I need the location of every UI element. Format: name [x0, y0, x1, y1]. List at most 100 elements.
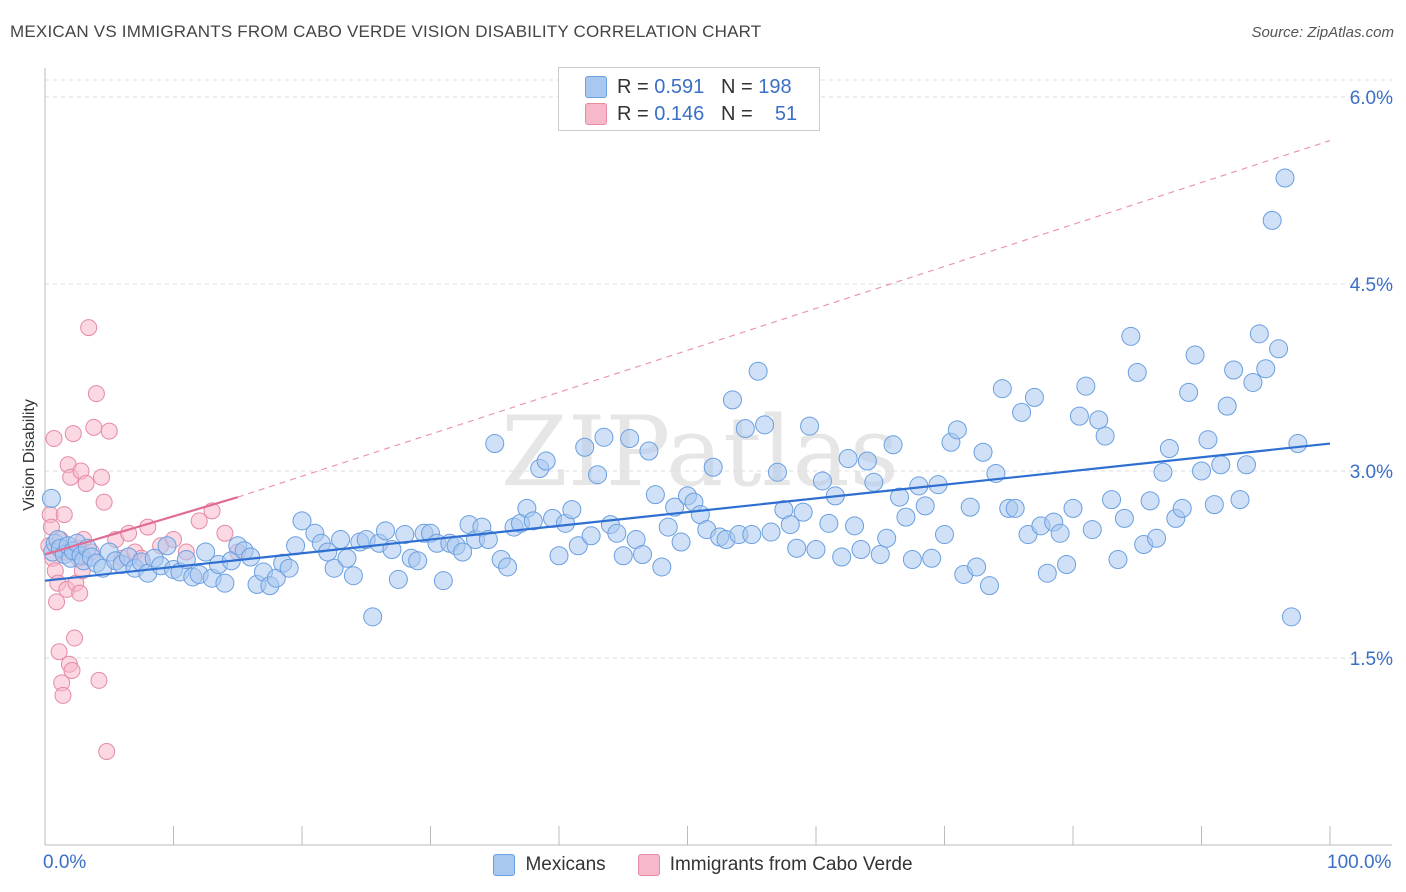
cabo-verde-point: [48, 593, 66, 611]
cabo-verde-point: [55, 506, 73, 524]
mexicans-point: [742, 525, 762, 545]
mexicans-point: [331, 530, 351, 550]
n-label: N =: [720, 102, 753, 125]
mexicans-point: [215, 573, 235, 593]
x-tick-label-max: 100.0%: [1327, 852, 1392, 873]
cabo-verde-point: [54, 686, 72, 704]
mexicans-point: [633, 545, 653, 565]
legend-item-mexicans[interactable]: Mexicans: [493, 854, 606, 876]
series-legend: Mexicans Immigrants from Cabo Verde: [0, 852, 1406, 878]
mexicans-point: [575, 437, 595, 457]
mexicans-point: [395, 525, 415, 545]
mexicans-point: [1127, 362, 1147, 382]
mexicans-point: [478, 530, 498, 550]
mexicans-point: [967, 557, 987, 577]
mexicans-point: [594, 427, 614, 447]
cabo-verde-point: [100, 422, 118, 440]
mexicans-point: [1037, 563, 1057, 583]
mexicans-point: [755, 415, 775, 435]
cabo-verde-point: [85, 418, 103, 436]
r-value: 0.146: [654, 102, 705, 125]
r-label: R =: [617, 75, 649, 98]
mexicans-point: [883, 435, 903, 455]
mexicans-point: [665, 497, 685, 517]
n-value: 51: [774, 102, 798, 125]
chart-title: MEXICAN VS IMMIGRANTS FROM CABO VERDE VI…: [10, 22, 762, 41]
mexicans-point: [896, 507, 916, 527]
mexicans-point: [845, 516, 865, 536]
mexicans-point: [1198, 430, 1218, 450]
mexicans-point: [1121, 326, 1141, 346]
cabo-verde-point: [80, 319, 98, 337]
mexicans-point: [1153, 462, 1173, 482]
mexicans-point: [812, 471, 832, 491]
mexicans-point: [388, 569, 408, 589]
stats-legend: R = 0.591 N = 198 R = 0.146 N = 51: [558, 67, 820, 131]
mexicans-point: [1262, 210, 1282, 230]
n-value: 198: [758, 75, 792, 98]
mexicans-point: [703, 457, 723, 477]
mexicans-point: [1140, 491, 1160, 511]
cabo-verde-point: [98, 742, 116, 760]
mexicans-point: [536, 451, 556, 471]
mexicans-point: [485, 434, 505, 454]
cabo-verde-point: [66, 629, 84, 647]
mexicans-point: [780, 515, 800, 535]
mexicans-point: [960, 497, 980, 517]
legend-label: Mexicans: [525, 854, 606, 875]
mexicans-point: [857, 451, 877, 471]
cabo-verde-point: [87, 385, 105, 403]
mexicans-point: [453, 542, 473, 562]
y-tick-label: 3.0%: [1350, 462, 1393, 483]
mexicans-point: [1256, 359, 1276, 379]
mexicans-point: [864, 472, 884, 492]
mexicans-trend-line: [44, 442, 1331, 582]
cabo-verde-point: [190, 512, 208, 530]
mexicans-point: [343, 566, 363, 586]
mexicans-point: [1114, 508, 1134, 528]
mexicans-point: [890, 487, 910, 507]
mexicans-point: [1159, 439, 1179, 459]
mexicans-point: [671, 532, 691, 552]
mexicans-point: [851, 540, 871, 560]
mexicans-point: [639, 441, 659, 461]
mexicans-point: [761, 522, 781, 542]
mexicans-point: [947, 420, 967, 440]
mexicans-point: [286, 536, 306, 556]
mexicans-point: [1095, 426, 1115, 446]
mexicans-point: [1288, 434, 1308, 454]
mexicans-point: [838, 449, 858, 468]
r-value: 0.591: [654, 75, 705, 98]
mexicans-point: [793, 502, 813, 522]
mexicans-point: [337, 548, 357, 568]
n-label: N =: [720, 75, 753, 98]
mexicans-point: [1275, 168, 1295, 188]
cabo-verde-point: [45, 430, 63, 448]
mexicans-point: [613, 546, 633, 566]
mexicans-point: [1281, 607, 1301, 627]
legend-item-cabo-verde[interactable]: Immigrants from Cabo Verde: [637, 854, 913, 876]
mexicans-point: [935, 525, 954, 545]
mexicans-swatch: [585, 76, 607, 98]
mexicans-point: [722, 390, 742, 410]
mexicans-point: [41, 488, 61, 508]
cabo-verde-legend-swatch: [637, 854, 660, 876]
mexicans-point: [832, 547, 852, 567]
mexicans-point: [1069, 406, 1089, 426]
mexicans-point: [819, 513, 839, 533]
source-label: Source: ZipAtlas.com: [1251, 24, 1394, 41]
mexicans-point: [1217, 396, 1237, 416]
x-tick-label-min: 0.0%: [43, 852, 87, 873]
mexicans-point: [1102, 490, 1122, 510]
mexicans-point: [1269, 339, 1289, 359]
mexicans-point: [902, 549, 922, 569]
mexicans-point: [1024, 387, 1044, 407]
y-tick-label: 4.5%: [1350, 275, 1393, 296]
mexicans-point: [1050, 523, 1070, 543]
mexicans-point: [1204, 495, 1224, 515]
cabo-verde-trend-extension: [237, 140, 1331, 498]
cabo-verde-trend-line: [44, 496, 239, 556]
mexicans-point: [376, 521, 396, 541]
mexicans-point: [1179, 382, 1199, 402]
mexicans-point: [735, 419, 755, 439]
